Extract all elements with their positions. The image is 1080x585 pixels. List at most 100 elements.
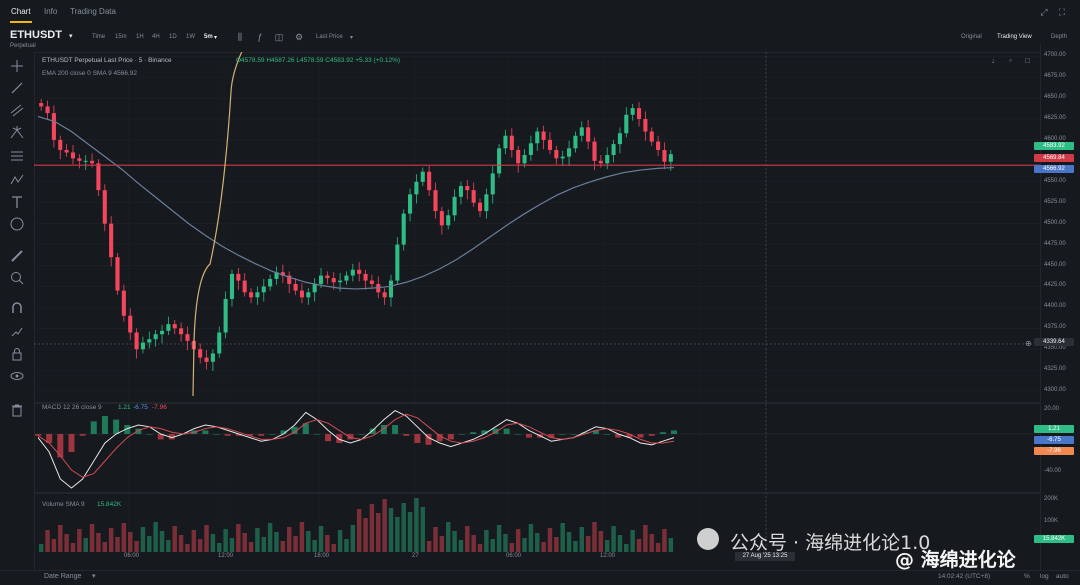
volume-bar: [248, 542, 254, 552]
fib-retracement-icon[interactable]: [9, 148, 25, 164]
candle-body: [605, 154, 610, 164]
candle-body: [331, 278, 336, 283]
plus-circle-icon[interactable]: ⊕: [1025, 339, 1032, 348]
volume-bar: [77, 529, 82, 552]
candle-body: [401, 213, 406, 245]
candle-body: [586, 127, 591, 142]
macd-tick-label: -40.00: [1044, 468, 1062, 474]
timeframe-4h[interactable]: 4H: [152, 34, 160, 40]
view-trading-view[interactable]: Trading View: [997, 34, 1032, 40]
chevron-down-icon[interactable]: ▾: [92, 573, 96, 580]
volume-bar: [376, 513, 381, 552]
trendline-icon[interactable]: [9, 80, 25, 96]
ruler-icon[interactable]: [9, 248, 25, 264]
macd-histogram-bar: [615, 434, 622, 438]
macd-histogram-bar: [68, 434, 75, 452]
channel-icon[interactable]: [9, 102, 25, 118]
price-source-chevron-icon[interactable]: ▾: [350, 35, 354, 41]
eye-icon[interactable]: [9, 368, 25, 384]
volume-bar: [223, 529, 228, 552]
pattern-icon[interactable]: [9, 172, 25, 188]
macd-histogram-bar: [459, 434, 465, 435]
zoom-icon[interactable]: [9, 270, 25, 286]
macd-histogram-bar: [168, 434, 175, 440]
volume-bar: [541, 542, 546, 552]
candle-body: [439, 211, 444, 226]
date-range-button[interactable]: Date Range: [44, 573, 82, 580]
tab-chart[interactable]: Chart: [11, 7, 31, 16]
volume-bar: [515, 529, 521, 552]
price-tick-label: 4450.00: [1044, 261, 1066, 268]
volume-bar: [134, 541, 139, 552]
percent-toggle[interactable]: %: [1024, 573, 1030, 580]
candle-body: [579, 127, 584, 136]
candle-body: [51, 113, 56, 140]
timeframe-1h[interactable]: 1H: [136, 34, 144, 40]
price-tick-label: 4700.00: [1044, 52, 1066, 59]
candle-body: [662, 149, 667, 162]
candle-body: [477, 202, 483, 212]
clock-display[interactable]: 14:02:42 (UTC+8): [938, 573, 991, 580]
volume-bar: [191, 530, 197, 552]
log-toggle[interactable]: log: [1040, 573, 1049, 580]
chevron-down-icon[interactable]: ▾: [69, 33, 73, 40]
macd-histogram-bar: [291, 426, 298, 434]
candle-body: [465, 185, 470, 191]
expand-icon[interactable]: ⤢: [1040, 7, 1048, 17]
fullscreen-icon[interactable]: ⛶: [1058, 7, 1066, 17]
macd-histogram-bar: [671, 430, 677, 434]
auto-toggle[interactable]: auto: [1056, 573, 1069, 580]
lock-icon[interactable]: [9, 346, 25, 362]
camera-icon[interactable]: ◫: [274, 32, 284, 42]
signal-line: [37, 413, 675, 478]
timeframe-chevron-icon[interactable]: ▾: [214, 35, 218, 41]
price-scale[interactable]: [1040, 44, 1080, 572]
pane-separators: [34, 402, 1040, 494]
timeframe-1w[interactable]: 1W: [186, 34, 195, 40]
text-icon[interactable]: [9, 194, 25, 210]
timeframe-1d[interactable]: 1D: [169, 34, 177, 40]
candle-body: [535, 131, 540, 144]
price-tick-label: 4375.00: [1044, 324, 1066, 331]
settings-icon[interactable]: ⚙: [294, 32, 304, 42]
volume-bar: [382, 499, 387, 552]
volume-bar: [649, 534, 654, 552]
candle-body: [611, 144, 616, 155]
price-source-select[interactable]: Last Price: [316, 34, 343, 40]
symbol-selector[interactable]: ETHUSDT: [10, 29, 62, 41]
candle-body: [382, 292, 387, 298]
volume-bar: [528, 524, 534, 552]
maximize-icon[interactable]: □: [1025, 56, 1030, 65]
trash-icon[interactable]: [9, 402, 25, 418]
tab-info[interactable]: Info: [44, 7, 58, 16]
candle-body: [560, 156, 565, 159]
pitchfork-icon[interactable]: [9, 124, 25, 140]
macd-histogram-bar: [581, 432, 588, 434]
view-original[interactable]: Original: [961, 34, 982, 40]
macd-histogram-bar: [436, 434, 443, 442]
timeframe-time[interactable]: Time: [92, 34, 106, 40]
emoji-icon[interactable]: [9, 216, 25, 232]
crosshair-icon[interactable]: [9, 58, 25, 74]
volume-bar: [573, 541, 578, 552]
indicators-icon[interactable]: ƒ: [257, 32, 263, 42]
volume-legend-label: Volume SMA 9: [42, 501, 85, 508]
view-depth[interactable]: Depth: [1051, 34, 1068, 40]
volume-badge: 15.842K: [1034, 535, 1074, 543]
timeframe-15m[interactable]: 15m: [115, 34, 127, 40]
timeframe-5m[interactable]: 5m: [204, 34, 213, 40]
chart-type-icon[interactable]: ⫼: [237, 32, 243, 42]
magnet-icon[interactable]: [9, 300, 25, 316]
macd-legend-v1: 1.21: [118, 404, 131, 411]
candle-body: [153, 334, 158, 340]
candle-body: [598, 160, 603, 164]
candle-body: [420, 171, 425, 182]
candle-body: [446, 215, 451, 226]
window-icon[interactable]: ▫: [1009, 56, 1012, 65]
candle-body: [643, 118, 648, 132]
lock-drawing-icon[interactable]: [9, 324, 25, 340]
macd-histogram-bar: [90, 421, 97, 434]
price-chart[interactable]: [34, 52, 1040, 572]
tab-trading-data[interactable]: Trading Data: [70, 7, 116, 16]
arrow-down-icon[interactable]: ↓: [991, 56, 995, 65]
